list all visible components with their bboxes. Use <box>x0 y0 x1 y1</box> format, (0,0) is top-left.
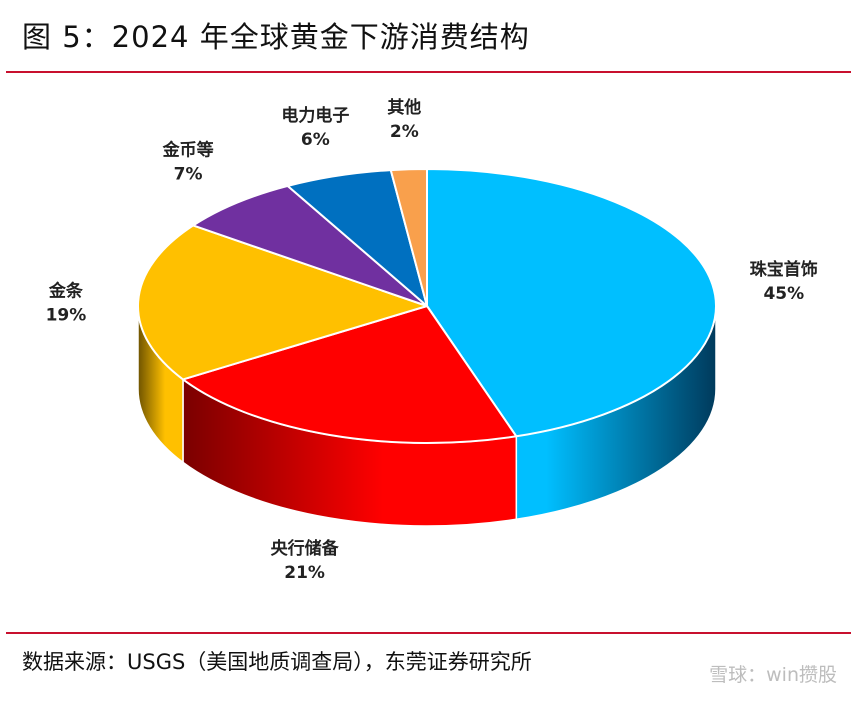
slice-value-1: 21% <box>284 563 325 583</box>
slice-value-4: 6% <box>301 130 330 150</box>
source-note: 数据来源：USGS（美国地质调查局），东莞证券研究所 <box>22 650 532 674</box>
slice-value-2: 19% <box>46 306 87 326</box>
top-divider <box>6 71 851 73</box>
figure-title: 图 5：2024 年全球黄金下游消费结构 <box>22 20 530 54</box>
slice-value-0: 45% <box>763 284 804 304</box>
slice-label-0: 珠宝首饰 <box>750 259 818 280</box>
pie-slice-5 <box>389 168 428 307</box>
pie-slice-3 <box>192 184 428 307</box>
bottom-divider <box>6 632 851 634</box>
slice-label-5: 其他 <box>387 97 421 118</box>
slice-label-1: 央行储备 <box>271 538 340 559</box>
pie-slice-2 <box>137 224 428 381</box>
slice-value-5: 2% <box>390 122 419 142</box>
watermark: 雪球：win攒股 <box>709 664 837 686</box>
slice-value-3: 7% <box>174 165 203 185</box>
slice-label-3: 金币等 <box>162 140 214 161</box>
slice-label-2: 金条 <box>48 281 84 302</box>
pie-tops <box>137 168 717 444</box>
pie-slice-0 <box>426 168 717 438</box>
pie-labels: 珠宝首饰 45% 央行储备 21% 金条 19% 金币等 7% 电力电子 6% 其他 2% <box>46 97 818 583</box>
slice-label-4: 电力电子 <box>281 105 349 126</box>
pie-slice-1 <box>181 305 518 444</box>
